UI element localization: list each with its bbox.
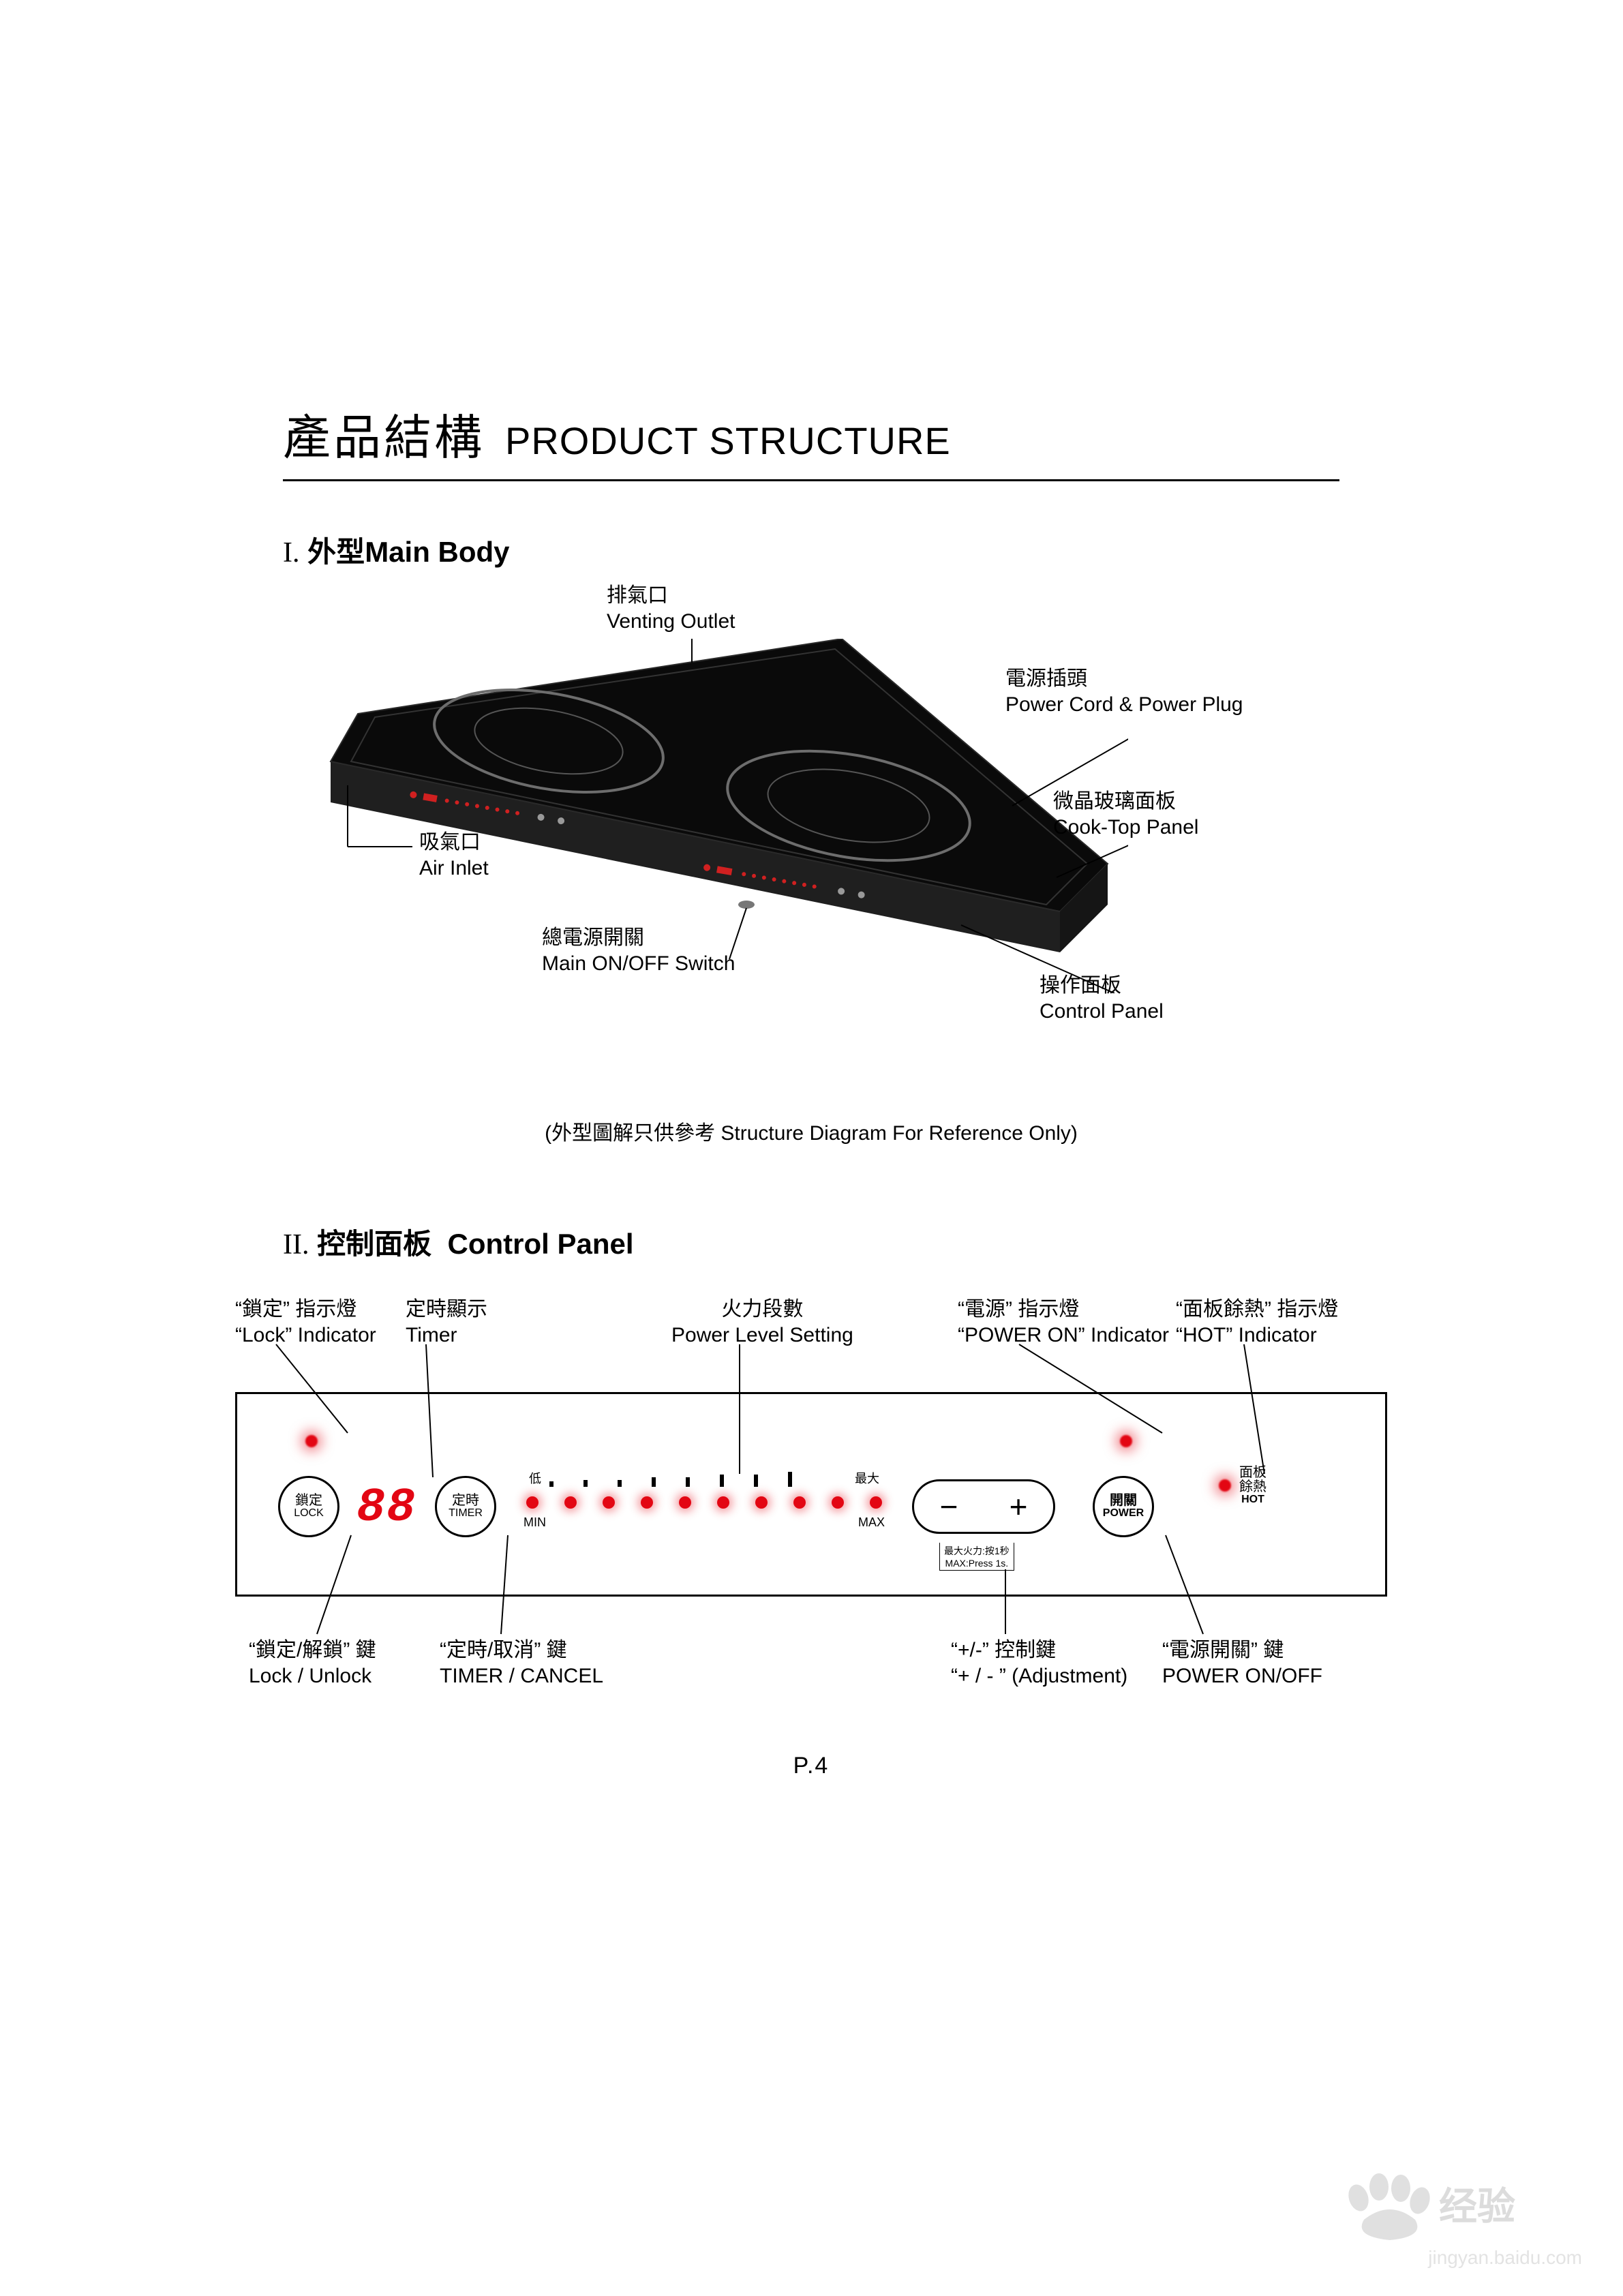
svg-text:经验: 经验	[1439, 2185, 1515, 2228]
section1-heading: I. 外型Main Body	[283, 529, 1339, 571]
label-venting-outlet: 排氣口 Venting Outlet	[607, 583, 735, 634]
mainbody-diagram: 排氣口 Venting Outlet 電源插頭 Power Cord & Pow…	[283, 591, 1339, 1068]
page-title-row: 產品結構 PRODUCT STRUCTURE	[283, 399, 1339, 481]
section2-num: II.	[283, 1229, 309, 1260]
section1-num: I.	[283, 537, 300, 569]
page-title-en: PRODUCT STRUCTURE	[505, 419, 951, 463]
label-power-plug: 電源插頭 Power Cord & Power Plug	[1005, 666, 1243, 717]
label-control-panel: 操作面板 Control Panel	[1040, 973, 1164, 1024]
page-content: 產品結構 PRODUCT STRUCTURE I. 外型Main Body	[283, 399, 1339, 1719]
label-main-switch: 總電源開關 Main ON/OFF Switch	[542, 925, 735, 976]
section1-en: Main Body	[365, 536, 509, 568]
watermark: 经验 jingyan.baidu.com	[1337, 2172, 1582, 2269]
page-number: P.4	[283, 1753, 1339, 1779]
label-pm-button: “+/-” 控制鍵 “+ / - ” (Adjustment)	[951, 1637, 1127, 1689]
label-cooktop-panel: 微晶玻璃面板 Cook-Top Panel	[1053, 789, 1198, 840]
section2-cn: 控制面板	[317, 1228, 431, 1260]
section2-en: Control Panel	[448, 1228, 634, 1260]
label-power-button: “電源開關” 鍵 POWER ON/OFF	[1162, 1637, 1322, 1689]
label-timer-button: “定時/取消” 鍵 TIMER / CANCEL	[440, 1637, 603, 1689]
watermark-sub: jingyan.baidu.com	[1337, 2247, 1582, 2269]
reference-note: (外型圖解只供參考 Structure Diagram For Referenc…	[283, 1116, 1339, 1146]
section2-heading: II. 控制面板 Control Panel	[283, 1221, 1339, 1263]
page-title-cn: 產品結構	[283, 399, 485, 468]
section1-cn: 外型	[307, 536, 365, 568]
label-lock-button: “鎖定/解鎖” 鍵 Lock / Unlock	[249, 1637, 376, 1689]
control-panel-diagram: “鎖定” 指示燈 “Lock” Indicator 定時顯示 Timer 火力段…	[283, 1297, 1339, 1719]
label-air-inlet: 吸氣口 Air Inlet	[419, 830, 489, 881]
